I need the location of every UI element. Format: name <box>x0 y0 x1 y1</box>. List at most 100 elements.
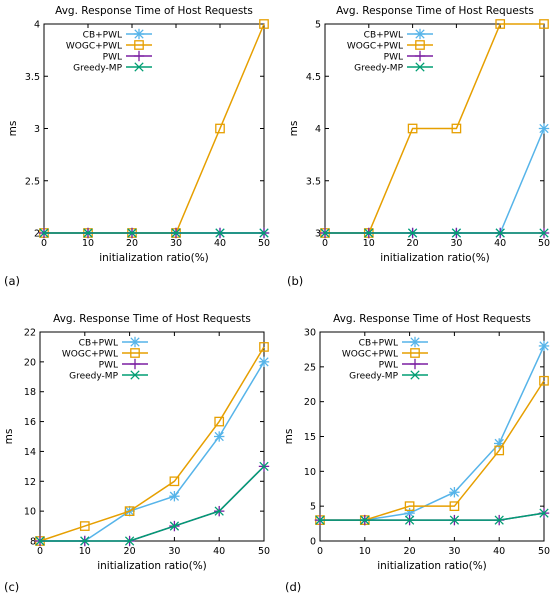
y-axis-label: ms <box>288 121 300 137</box>
y-tick-label: 18 <box>24 387 36 398</box>
y-tick-label: 3.5 <box>306 176 321 187</box>
panel-label: (c) <box>4 580 19 594</box>
data-point <box>315 515 325 525</box>
x-tick-label: 0 <box>317 546 323 557</box>
data-point <box>215 228 225 238</box>
series-line <box>39 346 265 542</box>
data-point <box>215 123 225 134</box>
legend-swatch-marker-shape <box>415 40 425 50</box>
legend-label: PWL <box>379 361 398 371</box>
data-point <box>449 501 460 512</box>
data-point <box>35 536 45 546</box>
legend-label: WOGC+PWL <box>342 350 398 360</box>
legend-label: PWL <box>103 53 122 63</box>
data-point-shape <box>79 521 90 531</box>
series-wogc-pwl <box>35 342 269 546</box>
legend-swatch-marker <box>134 62 144 72</box>
legend-label: Greedy-MP <box>354 64 403 74</box>
x-axis-label: initialization ratio(%) <box>377 560 487 572</box>
legend-label: PWL <box>99 361 118 371</box>
data-point-shape <box>215 123 225 134</box>
data-point-shape <box>259 342 269 352</box>
data-point <box>539 375 549 386</box>
panel-label: (a) <box>4 274 20 288</box>
data-point <box>214 431 225 442</box>
data-point-d2 <box>360 515 370 525</box>
data-point <box>407 123 418 134</box>
data-point <box>124 536 135 546</box>
legend-swatch-marker-shape <box>410 348 420 358</box>
data-point-shape <box>259 19 269 29</box>
data-point-d2 <box>124 536 135 546</box>
legend-swatch-marker <box>134 40 144 50</box>
chart-title: Avg. Response Time of Host Requests <box>53 313 251 325</box>
data-point <box>495 19 506 29</box>
legend-label: CB+PWL <box>364 31 403 41</box>
legend-label: CB+PWL <box>79 339 118 349</box>
x-tick-label: 50 <box>258 546 270 557</box>
y-tick-label: 20 <box>24 357 36 368</box>
legend-swatch-marker <box>410 348 420 358</box>
legend-label: Greedy-MP <box>69 372 118 382</box>
legend-swatch-marker <box>410 370 420 380</box>
data-point <box>124 506 135 516</box>
legend-swatch-marker <box>133 50 145 62</box>
data-point-d2 <box>494 515 504 525</box>
panel-label: (d) <box>285 580 301 594</box>
x-tick-label: 20 <box>124 546 136 557</box>
data-point <box>451 123 462 134</box>
data-point <box>83 228 93 238</box>
y-tick-label: 14 <box>24 447 36 458</box>
data-point <box>171 228 181 238</box>
x-tick-label: 20 <box>126 238 138 249</box>
data-point <box>127 228 137 238</box>
x-tick-label: 50 <box>538 546 550 557</box>
data-point <box>364 228 374 238</box>
y-tick-label: 3.5 <box>25 72 40 83</box>
legend-swatch-marker <box>414 28 426 40</box>
x-tick-label: 10 <box>359 546 371 557</box>
legend-swatch-marker-shape <box>134 40 144 50</box>
data-point-shape <box>124 506 135 516</box>
data-point <box>169 521 180 531</box>
y-axis-label: ms <box>283 429 295 445</box>
data-point <box>259 19 269 29</box>
legend-label: Greedy-MP <box>349 372 398 382</box>
data-point <box>259 461 269 472</box>
legend-swatch-marker <box>415 40 425 50</box>
x-tick-label: 30 <box>168 546 180 557</box>
x-tick-label: 10 <box>79 546 91 557</box>
legend-swatch-marker <box>129 358 141 370</box>
data-point-d2 <box>320 228 330 238</box>
data-point-d2 <box>127 228 137 238</box>
legend-swatch-marker <box>130 370 140 380</box>
legend-label: Greedy-MP <box>73 64 122 74</box>
legend-label: CB+PWL <box>83 31 122 41</box>
legend-label: PWL <box>384 53 403 63</box>
data-point <box>407 228 418 238</box>
x-tick-label: 0 <box>41 238 47 249</box>
data-point-shape <box>407 123 418 134</box>
chart-panel-3: Avg. Response Time of Host Requests 0 10 20… <box>3 313 270 594</box>
data-point-shape <box>169 476 180 487</box>
x-tick-label: 30 <box>450 238 462 249</box>
data-point-shape <box>214 416 225 427</box>
data-point-d2 <box>35 536 45 546</box>
x-tick-label: 10 <box>363 238 375 249</box>
data-point-d2 <box>259 461 269 472</box>
series-greedy-mp <box>35 461 269 546</box>
y-tick-label: 4 <box>315 124 321 135</box>
data-point-d2 <box>214 506 224 516</box>
y-tick-label: 10 <box>24 507 36 518</box>
data-point <box>539 508 549 518</box>
data-point-shape <box>539 19 549 29</box>
x-axis-label: initialization ratio(%) <box>99 252 209 264</box>
legend-swatch-marker <box>409 358 421 370</box>
data-point <box>214 416 225 427</box>
x-tick-label: 50 <box>258 238 270 249</box>
legend-label: WOGC+PWL <box>66 42 122 52</box>
data-point-d2 <box>259 228 269 238</box>
legend-swatch-marker-d2 <box>415 62 425 72</box>
